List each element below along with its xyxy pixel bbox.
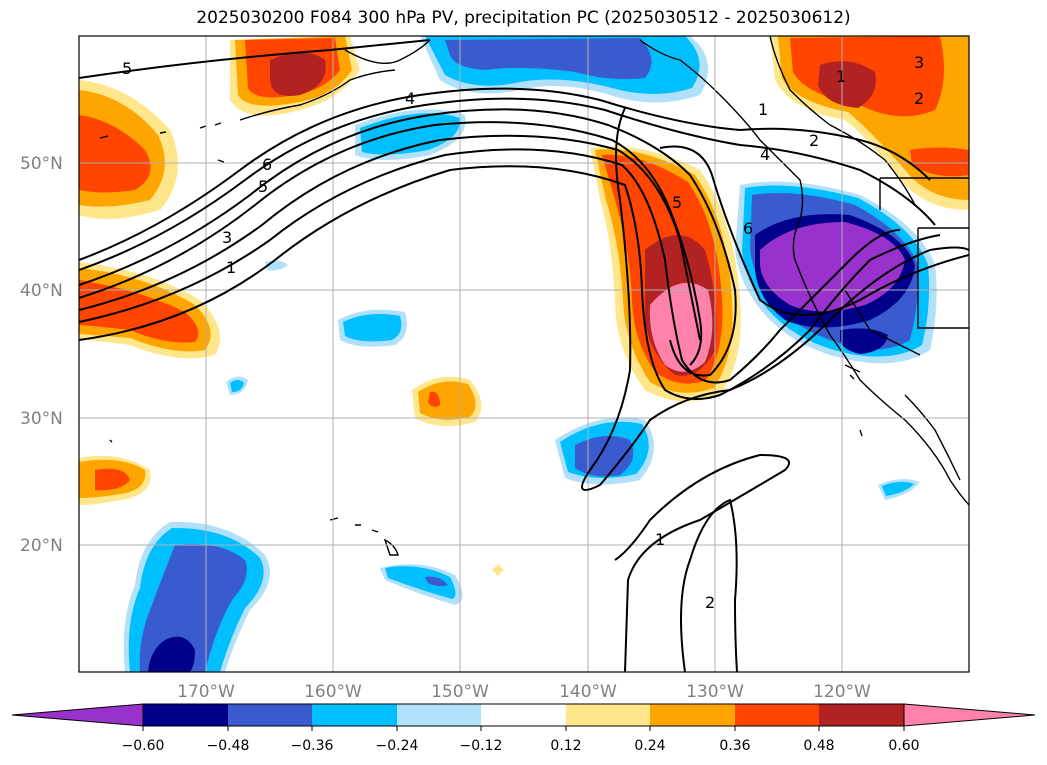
colorbar-tick-label: 0.12 — [550, 738, 581, 754]
anomaly-positive-40n — [79, 262, 220, 359]
contour-label: 2 — [705, 593, 715, 612]
colorbar-tick-label: 0.24 — [634, 738, 665, 754]
anomaly-positive-dot — [492, 564, 504, 576]
contour-label: 4 — [760, 145, 770, 164]
anomaly-negative-gulf-alaska — [355, 36, 708, 160]
contour-label: 1 — [758, 100, 768, 119]
anomaly-negative-small — [226, 260, 920, 605]
colorbar-segment — [566, 704, 650, 726]
colorbar-tick-label: −0.24 — [376, 738, 419, 754]
contour-label: 6 — [262, 155, 272, 174]
colorbar-extend-low — [11, 703, 144, 727]
precip-shading — [79, 36, 969, 672]
colorbar-tick-label: 0.48 — [803, 738, 834, 754]
anomaly-negative-pacific-nw — [735, 181, 937, 364]
contour-label: 3 — [222, 228, 232, 247]
lat-label-40n: 40°N — [20, 281, 63, 301]
contour-label: 5 — [672, 193, 682, 212]
coastlines — [99, 36, 969, 556]
map-title: 2025030200 F084 300 hPa PV, precipitatio… — [196, 8, 851, 28]
pv-contours — [79, 39, 969, 672]
colorbar-segment — [481, 704, 566, 726]
anomaly-positive-main — [590, 146, 741, 402]
colorbar-tick-label: −0.48 — [207, 738, 250, 754]
colorbar-segment — [397, 704, 481, 726]
contour-label: 5 — [122, 59, 132, 78]
map-frame — [78, 35, 970, 673]
lon-label-160w: 160°W — [304, 682, 362, 702]
lon-label-170w: 170°W — [177, 682, 235, 702]
lon-label-120w: 120°W — [813, 682, 871, 702]
colorbar: −0.60 −0.48 −0.36 −0.24 −0.12 0.12 0.24 … — [11, 703, 1036, 754]
anomaly-negative-southwest — [123, 521, 270, 672]
lon-label-130w: 130°W — [686, 682, 744, 702]
anomaly-positive-west — [79, 80, 178, 219]
anomaly-positive-25n — [79, 455, 151, 505]
colorbar-tick-label: −0.12 — [460, 738, 503, 754]
lon-label-150w: 150°W — [431, 682, 489, 702]
lat-label-50n: 50°N — [20, 154, 63, 174]
colorbar-segment — [312, 704, 397, 726]
colorbar-tick-label: −0.60 — [122, 738, 165, 754]
contour-label: 2 — [809, 131, 819, 150]
colorbar-extend-high — [903, 703, 1036, 727]
colorbar-tick-label: −0.36 — [291, 738, 334, 754]
anomaly-positive-150w — [412, 376, 482, 427]
contour-label: 5 — [258, 177, 268, 196]
colorbar-tick-label: 0.60 — [888, 738, 919, 754]
colorbar-segment — [650, 704, 735, 726]
colorbar-segment — [228, 704, 312, 726]
contour-label: 6 — [743, 219, 753, 238]
lon-label-140w: 140°W — [559, 682, 617, 702]
anomaly-positive-alaska — [230, 36, 360, 116]
anomaly-positive-northeast — [770, 36, 969, 210]
lat-label-30n: 30°N — [20, 409, 63, 429]
colorbar-tick-label: 0.36 — [719, 738, 750, 754]
colorbar-segment — [143, 704, 228, 726]
contour-label: 1 — [226, 258, 236, 277]
contour-label: 2 — [914, 89, 924, 108]
colorbar-segment — [735, 704, 819, 726]
contour-labels: 5 4 6 5 3 1 1 2 3 2 1 5 6 4 1 2 — [122, 53, 924, 612]
contour-label: 1 — [655, 530, 665, 549]
contour-label: 4 — [405, 89, 415, 108]
contour-label: 1 — [836, 67, 846, 86]
colorbar-segment — [819, 704, 904, 726]
lat-label-20n: 20°N — [20, 536, 63, 556]
contour-label: 3 — [914, 53, 924, 72]
